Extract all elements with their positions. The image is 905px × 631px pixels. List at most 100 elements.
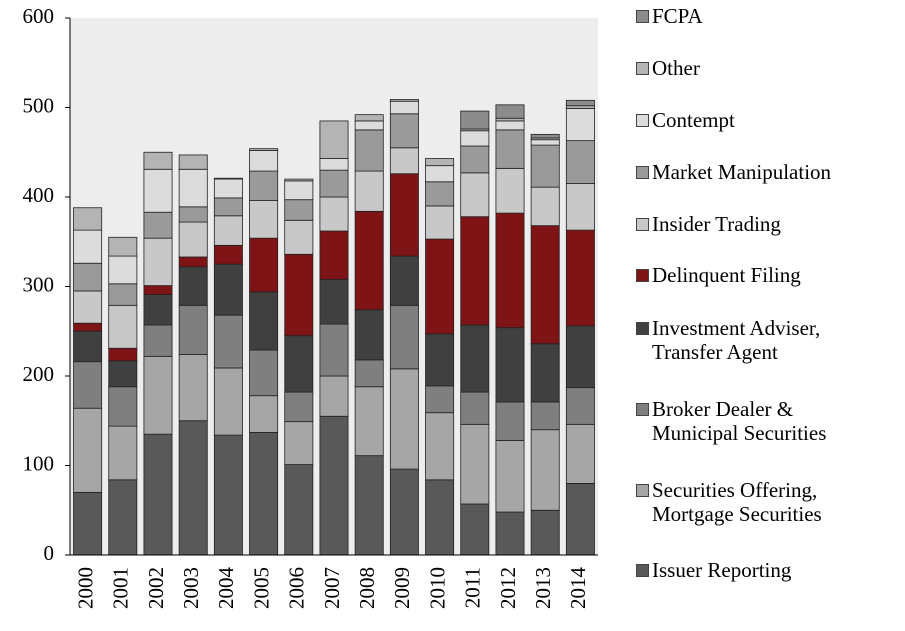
bar-segment	[249, 150, 279, 172]
bar-segment	[73, 491, 103, 556]
bar-segment	[319, 375, 349, 417]
bar-segment	[108, 255, 138, 285]
bar-segment	[495, 104, 525, 119]
bar-segment	[284, 219, 314, 255]
bar-segment	[319, 196, 349, 232]
bar-segment	[565, 229, 595, 327]
legend-item: Securities Offering, Mortgage Securities	[636, 478, 896, 526]
bar-segment	[178, 256, 208, 268]
legend-swatch	[636, 403, 649, 416]
x-tick-label: 2013	[531, 567, 555, 609]
bar-segment	[565, 99, 595, 107]
bar-segment	[178, 266, 208, 306]
bar-segment	[425, 205, 455, 240]
bar-segment	[354, 114, 384, 122]
y-tick-label: 100	[23, 451, 55, 475]
bar-segment	[284, 464, 314, 556]
bar-segment	[530, 225, 560, 345]
bar-segment	[178, 354, 208, 422]
legend-item: Investment Adviser, Transfer Agent	[636, 316, 896, 364]
x-tick-label: 2011	[461, 567, 485, 608]
bar-segment	[565, 482, 595, 556]
legend-item: Contempt	[636, 108, 896, 132]
bar-segment	[389, 468, 419, 556]
legend-label: FCPA	[652, 4, 703, 28]
bar-segment	[108, 283, 138, 306]
bar-segment	[495, 212, 525, 329]
bar-segment	[565, 183, 595, 231]
legend-item: Delinquent Filing	[636, 263, 896, 287]
legend-item: Issuer Reporting	[636, 558, 896, 582]
bar-segment	[143, 294, 173, 326]
bar-segment	[73, 407, 103, 493]
bar-segment	[495, 401, 525, 441]
bar-segment	[425, 238, 455, 335]
bar-segment	[460, 503, 490, 556]
bar-segment	[565, 325, 595, 389]
bar-segment	[495, 511, 525, 556]
bar-segment	[354, 120, 384, 131]
x-tick-label: 2009	[390, 567, 414, 609]
bar-segment	[354, 210, 384, 311]
bar-segment	[389, 147, 419, 175]
bar-segment	[249, 395, 279, 433]
bar-segment	[530, 186, 560, 227]
legend-item: Insider Trading	[636, 212, 896, 236]
bar-segment	[284, 253, 314, 337]
bar-segment	[460, 130, 490, 147]
legend-swatch	[636, 564, 649, 577]
bar-segment	[249, 237, 279, 293]
legend-label: Market Manipulation	[652, 160, 832, 184]
bar-segment	[108, 425, 138, 481]
bar-segment	[389, 100, 419, 115]
bar-segment	[460, 423, 490, 505]
bar-segment	[530, 401, 560, 431]
bar-segment	[460, 110, 490, 130]
bar-segment	[565, 140, 595, 184]
legend-label: Broker Dealer & Municipal Securities	[652, 397, 827, 445]
bar-segment	[73, 330, 103, 363]
bar-segment	[530, 139, 560, 146]
bar-segment	[213, 263, 243, 316]
bar-segment	[389, 304, 419, 370]
x-tick-label: 2001	[109, 567, 133, 609]
bar-segment	[425, 333, 455, 387]
bar-segment	[284, 178, 314, 182]
bar-segment	[178, 420, 208, 556]
bar-segment	[73, 207, 103, 231]
bar-segment	[284, 199, 314, 221]
x-tick-label: 2003	[179, 567, 203, 609]
bar-segment	[284, 391, 314, 423]
bar-segment	[425, 412, 455, 481]
bar-segment	[425, 479, 455, 556]
bar-segment	[284, 180, 314, 201]
bar-segment	[530, 509, 560, 556]
bar-segment	[319, 415, 349, 556]
legend-item: Broker Dealer & Municipal Securities	[636, 397, 896, 445]
bar-segment	[108, 347, 138, 362]
x-tick-label: 2007	[320, 567, 344, 609]
bar-segment	[565, 423, 595, 484]
bar-segment	[178, 154, 208, 170]
bar-segment	[213, 434, 243, 556]
y-tick-label: 200	[23, 362, 55, 386]
bar-segment	[249, 170, 279, 201]
bar-segment	[530, 144, 560, 188]
y-tick-label: 400	[23, 183, 55, 207]
bar-segment	[565, 105, 595, 109]
bar-segment	[178, 168, 208, 208]
bar-segment	[178, 221, 208, 258]
bar-segment	[319, 169, 349, 198]
bar-segment	[319, 158, 349, 171]
bar-segment	[460, 324, 490, 393]
bar-segment	[284, 335, 314, 393]
bar-segment	[73, 290, 103, 324]
bar-segment	[73, 229, 103, 264]
bar-segment	[565, 107, 595, 142]
bar-segment	[389, 99, 419, 102]
legend-swatch	[636, 484, 649, 497]
legend-swatch	[636, 62, 649, 75]
bar-segment	[425, 181, 455, 207]
bar-segment	[425, 385, 455, 414]
